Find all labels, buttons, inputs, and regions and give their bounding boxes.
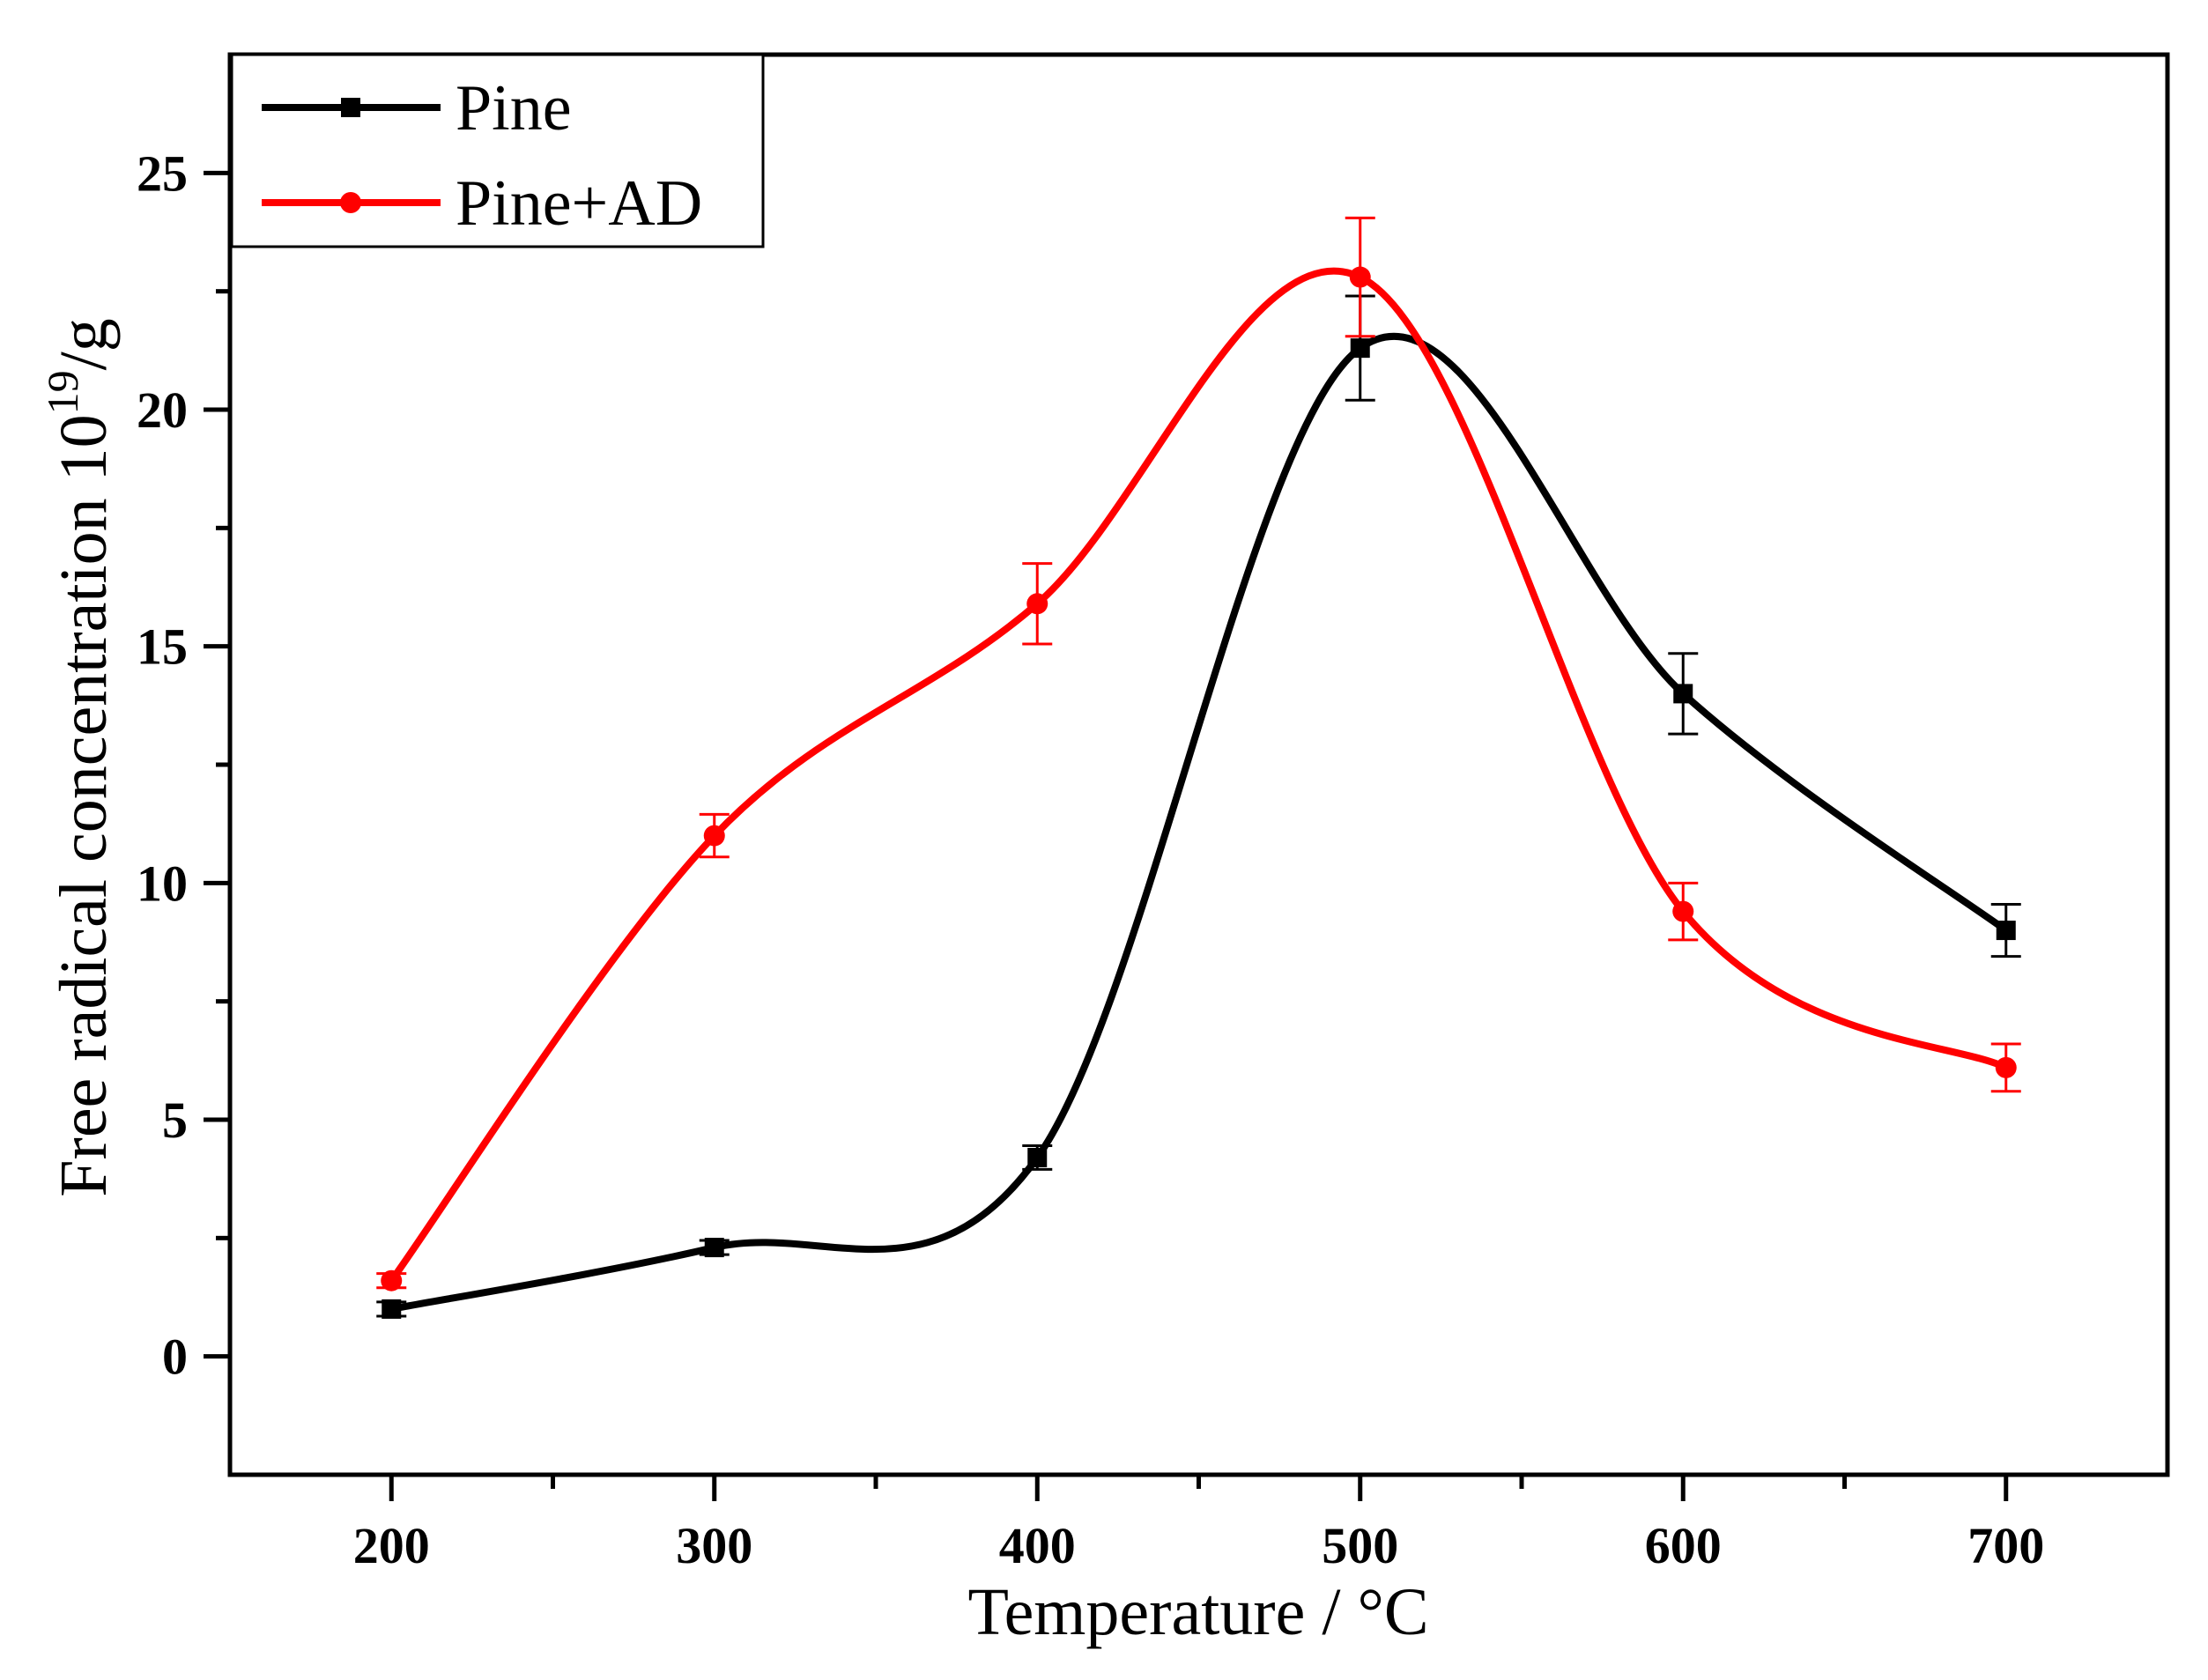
y-tick-label: 10 [137, 855, 188, 912]
y-tick-label: 15 [137, 618, 188, 676]
legend-label-pine-ad: Pine+AD [456, 167, 702, 240]
series-pine [376, 294, 2021, 1319]
data-point-pine-ad [1349, 266, 1371, 288]
plot-frame [227, 52, 2170, 1477]
series-line-pine [390, 332, 2009, 1313]
x-axis-title: Temperature / °C [967, 1575, 1428, 1649]
legend-marker-pine [341, 98, 360, 117]
legend-box [230, 53, 765, 248]
legend-marker-pine-ad [340, 192, 361, 213]
x-tick-label: 400 [999, 1517, 1076, 1574]
data-point-pine [1027, 1147, 1048, 1167]
legend-label-pine: Pine [456, 72, 572, 144]
y-axis-title-main: Free radical concentration 10 [47, 414, 121, 1196]
legend-marker-shape [340, 192, 361, 213]
x-tick-label: 300 [676, 1517, 752, 1574]
series-layer [376, 216, 2021, 1319]
data-point-pine-ad [381, 1269, 403, 1291]
data-point-pine [1673, 684, 1693, 704]
data-point-pine [1350, 338, 1370, 359]
data-point-pine [1996, 921, 2016, 941]
legend: Pine Pine+AD [230, 53, 765, 248]
y-axis-title-superscript: 19 [38, 370, 87, 414]
data-point-pine [704, 1238, 724, 1258]
data-point-pine [382, 1299, 402, 1319]
data-point-pine-ad [1995, 1056, 2017, 1078]
y-tick-label: 5 [162, 1092, 188, 1149]
data-point-pine-ad [703, 825, 725, 847]
x-tick-label: 500 [1322, 1517, 1398, 1574]
y-tick-label: 20 [137, 381, 188, 439]
axis-ticks [204, 170, 2009, 1501]
x-tick-label: 200 [353, 1517, 430, 1574]
x-tick-label: 700 [1967, 1517, 2044, 1574]
data-point-pine-ad [1026, 593, 1048, 615]
y-tick-label: 25 [137, 144, 188, 202]
data-point-pine-ad [1672, 900, 1694, 922]
x-tick-label: 600 [1645, 1517, 1722, 1574]
y-axis-title-unit: /g [47, 318, 121, 370]
legend-marker-shape [341, 98, 360, 117]
tick-labels: 200 300 400 500 600 700 0 5 10 15 20 25 [137, 144, 2044, 1574]
y-tick-label: 0 [162, 1328, 188, 1386]
series-line-pine-ad [389, 267, 2008, 1284]
y-axis-title: Free radical concentration 1019/g [38, 318, 121, 1197]
series-pine-ad [376, 216, 2021, 1291]
